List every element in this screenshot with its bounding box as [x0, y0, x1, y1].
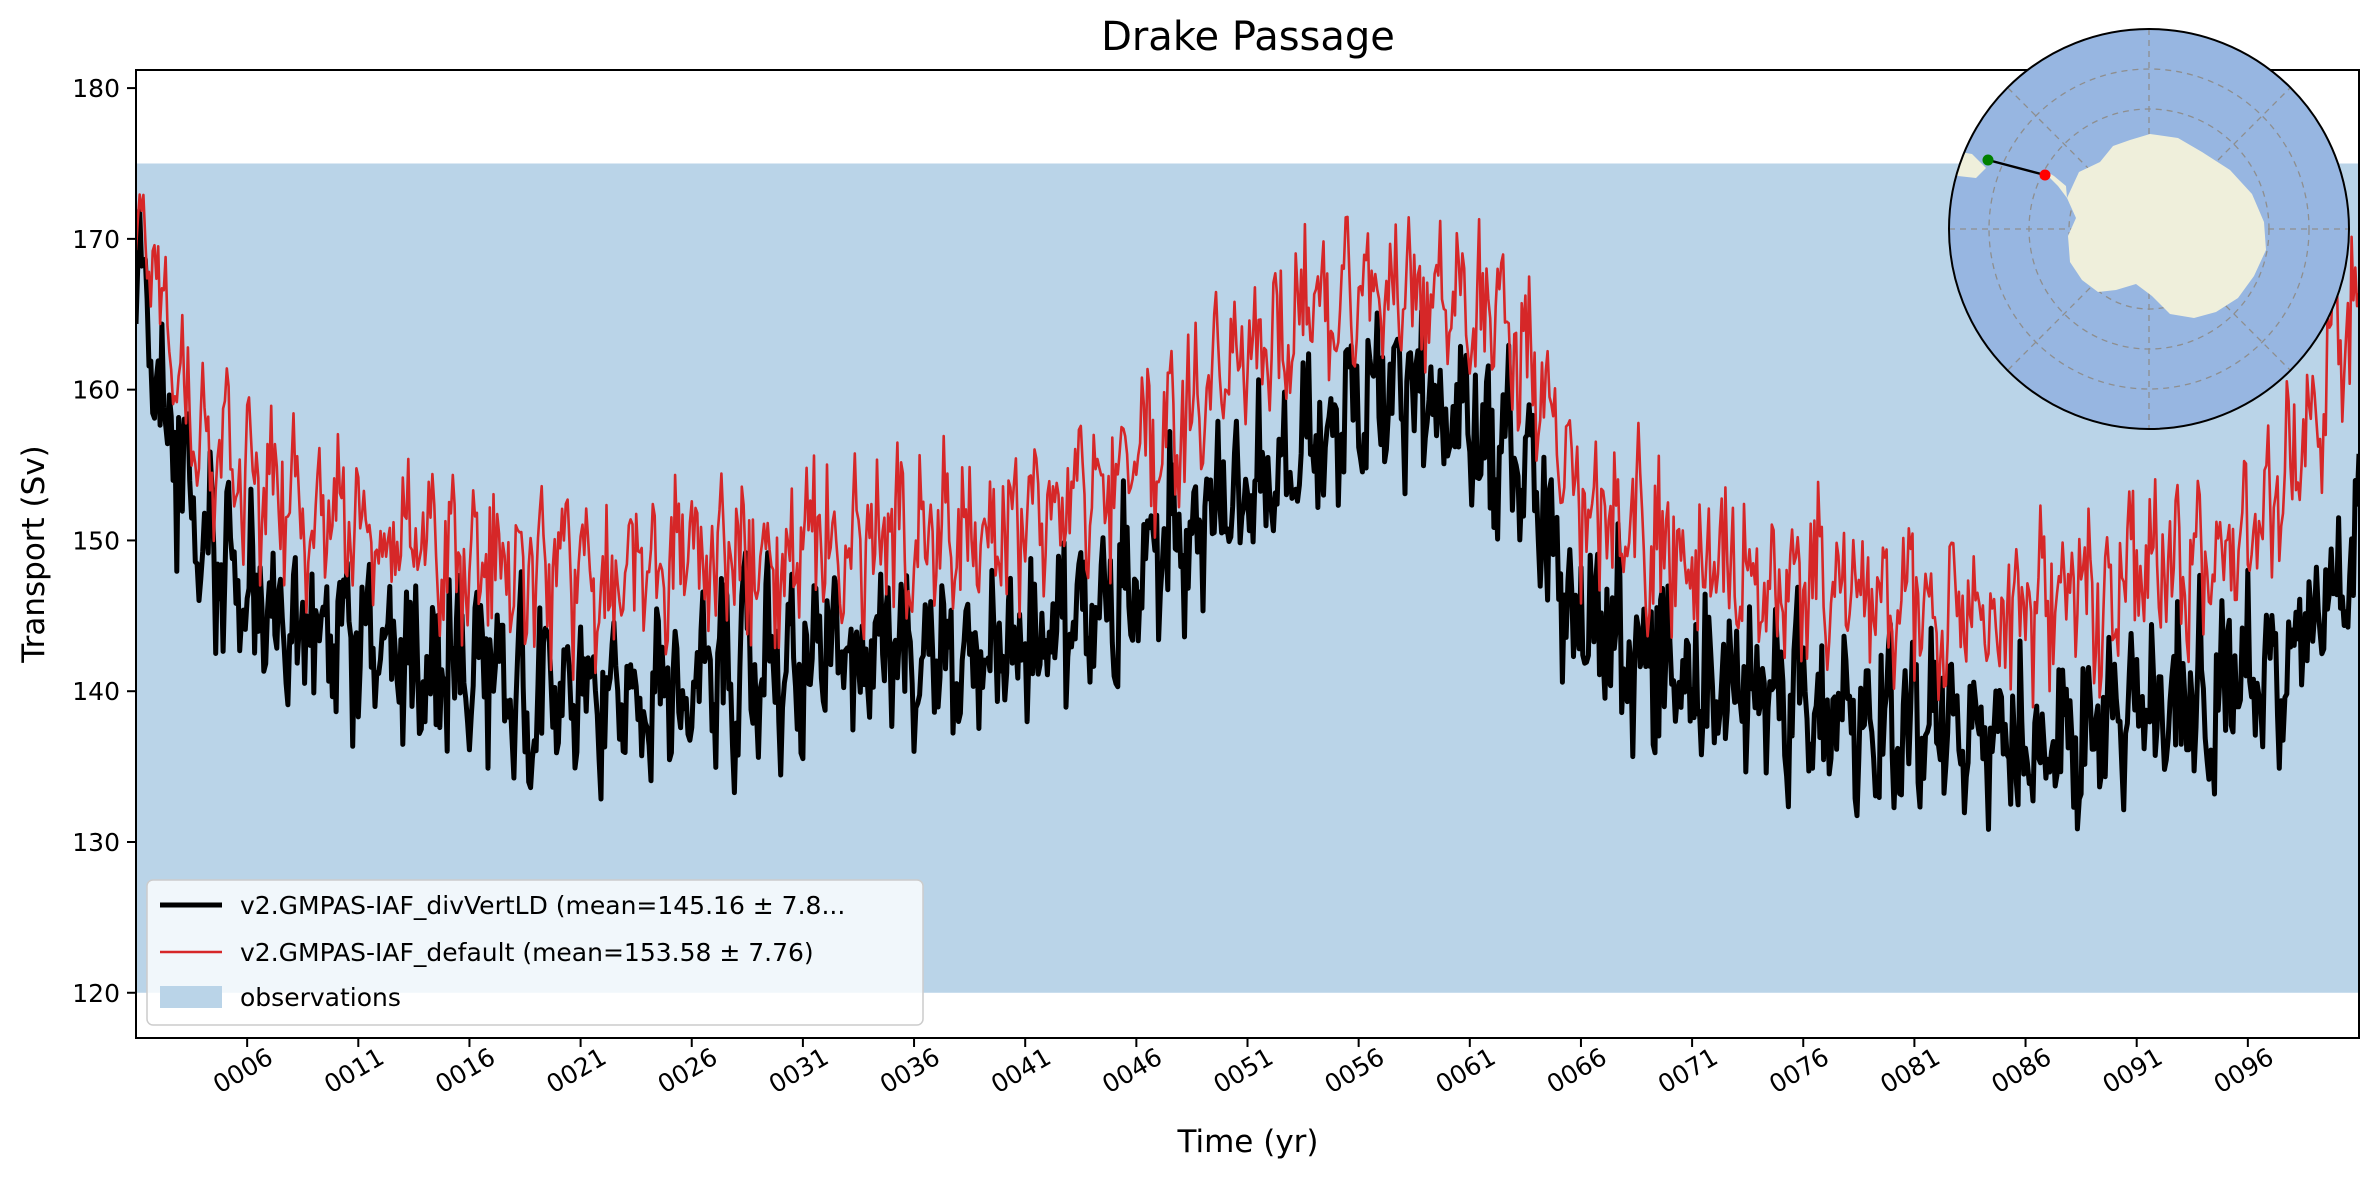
- legend-swatch-observations: [160, 986, 222, 1008]
- x-tick-label: 0051: [1208, 1042, 1278, 1099]
- legend-label-observations: observations: [240, 983, 401, 1012]
- x-tick-label: 0006: [208, 1042, 278, 1099]
- x-tick-label: 0056: [1320, 1042, 1390, 1099]
- x-tick-label: 0066: [1542, 1042, 1612, 1099]
- x-tick-label: 0046: [1097, 1042, 1167, 1099]
- x-tick-label: 0011: [319, 1042, 389, 1099]
- legend-label-divVertLD: v2.GMPAS-IAF_divVertLD (mean=145.16 ± 7.…: [240, 891, 845, 920]
- y-tick-label: 130: [72, 828, 120, 857]
- x-tick-label: 0091: [2098, 1042, 2168, 1099]
- x-tick-label: 0036: [875, 1042, 945, 1099]
- x-tick-label: 0026: [653, 1042, 723, 1099]
- y-tick-label: 170: [72, 225, 120, 254]
- x-tick-label: 0061: [1431, 1042, 1501, 1099]
- antarctica-landmass: [2067, 134, 2266, 318]
- legend-label-default: v2.GMPAS-IAF_default (mean=153.58 ± 7.76…: [240, 938, 814, 967]
- y-tick-label: 120: [72, 979, 120, 1008]
- x-tick-label: 0086: [1986, 1042, 2056, 1099]
- x-axis-label: Time (yr): [1177, 1124, 1319, 1160]
- x-tick-label: 0076: [1764, 1042, 1834, 1099]
- chart-title: Drake Passage: [1101, 14, 1395, 60]
- x-tick-label: 0096: [2209, 1042, 2279, 1099]
- y-tick-label: 150: [72, 526, 120, 555]
- x-axis: 0006 0011 0016 0021 0026 0031 0036 0041 0046 0051…: [208, 1038, 2278, 1099]
- y-tick-label: 140: [72, 677, 120, 706]
- inset-map: [1948, 28, 2350, 430]
- y-tick-label: 180: [72, 74, 120, 103]
- legend: v2.GMPAS-IAF_divVertLD (mean=145.16 ± 7.…: [146, 879, 924, 1026]
- section-transect-line: [1987, 158, 2046, 177]
- x-tick-label: 0016: [430, 1042, 500, 1099]
- series-line-divVertLD: [136, 207, 2359, 832]
- series-line-default: [136, 193, 2359, 709]
- x-tick-label: 0031: [764, 1042, 834, 1099]
- section-start-marker: [1982, 154, 1994, 166]
- y-axis-label: Transport (Sv): [16, 445, 52, 664]
- y-tick-label: 160: [72, 376, 120, 405]
- x-tick-label: 0021: [542, 1042, 612, 1099]
- x-tick-label: 0081: [1875, 1042, 1945, 1099]
- x-tick-label: 0071: [1653, 1042, 1723, 1099]
- section-end-marker: [2039, 169, 2051, 181]
- y-axis: 120 130 140 150 160 170 180: [72, 74, 136, 1008]
- legend-box: [146, 879, 924, 1026]
- map-border: [1948, 28, 2350, 430]
- x-tick-label: 0041: [986, 1042, 1056, 1099]
